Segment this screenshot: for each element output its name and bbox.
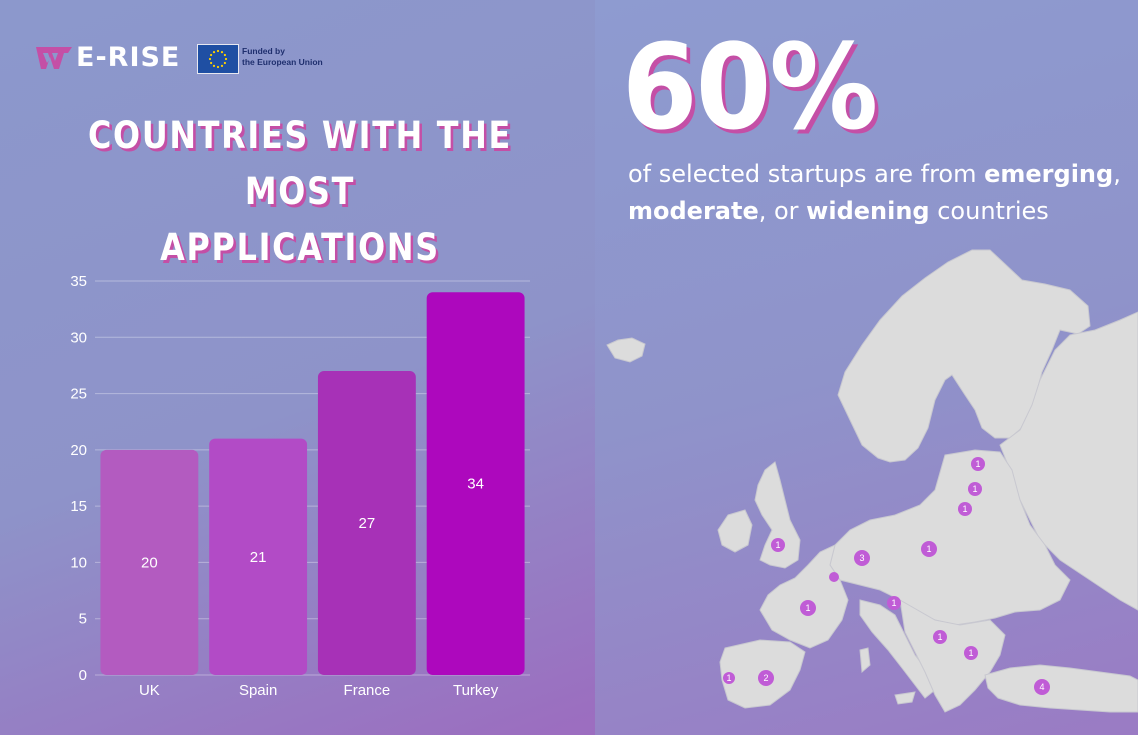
brand-name: E-RISE <box>76 42 181 73</box>
map-marker <box>829 572 839 582</box>
map-marker <box>971 457 985 471</box>
bar-chart: 0 5 10 15 20 25 30 35 20 UK 21 Spain 27 France 34 Turke… <box>70 273 525 699</box>
y-tick-label: 15 <box>70 498 87 515</box>
map-marker <box>800 600 816 616</box>
map-marker <box>964 646 978 660</box>
map-marker-label: 1 <box>775 540 780 550</box>
map-marker <box>921 541 937 557</box>
x-tick-label: France <box>344 682 391 699</box>
eu-line-2: the European Union <box>242 57 323 67</box>
stat-description: of selected startups are from emerging , … <box>628 156 1138 230</box>
y-tick-label: 20 <box>70 442 87 459</box>
stat-text-d: countries <box>929 197 1049 225</box>
map-marker <box>1034 679 1050 695</box>
chart-title-line-1: COUNTRIES WITH THE MOST <box>87 114 513 213</box>
stat-text-b: , <box>1113 160 1121 188</box>
y-tick-label: 25 <box>70 386 87 403</box>
stat-emph-emerging: emerging <box>984 160 1114 188</box>
map-marker-label: 1 <box>975 459 980 469</box>
bar-spain <box>209 438 308 675</box>
europe-landmass <box>606 249 1138 713</box>
stat-emph-moderate: moderate <box>628 197 759 225</box>
map-marker-label: 1 <box>962 504 967 514</box>
y-tick-label: 30 <box>70 329 87 346</box>
bar-value-label: 20 <box>141 554 158 571</box>
map-marker <box>933 630 947 644</box>
stat-value: 60% <box>622 18 878 156</box>
map-marker-label: 1 <box>926 544 931 554</box>
map-marker <box>887 596 901 610</box>
map-marker <box>968 482 982 496</box>
chart-title: COUNTRIES WITH THE MOST APPLICATIONS <box>59 108 541 276</box>
map-marker <box>771 538 785 552</box>
bar-value-label: 34 <box>467 476 484 493</box>
map-marker-label: 1 <box>937 632 942 642</box>
map-marker-label: 4 <box>1039 682 1044 692</box>
stat-text-a: of selected startups are from <box>628 160 985 188</box>
bar-value-label: 21 <box>250 549 267 566</box>
map-marker-label: 1 <box>726 673 731 683</box>
bar-france <box>317 371 416 675</box>
map-marker <box>854 550 870 566</box>
bar-turkey <box>426 292 525 675</box>
map-marker <box>723 672 735 684</box>
stat-text-c: , or <box>758 197 807 225</box>
map-marker <box>958 502 972 516</box>
eu-line-1: Funded by <box>242 46 285 56</box>
map-marker <box>758 670 774 686</box>
map-marker-label: 1 <box>968 648 973 658</box>
y-tick-label: 0 <box>79 667 87 684</box>
map-marker-label: 1 <box>891 598 896 608</box>
x-tick-label: Spain <box>239 682 277 699</box>
eu-flag-icon <box>197 44 239 74</box>
map-marker-label: 1 <box>805 603 810 613</box>
y-tick-label: 5 <box>79 611 87 628</box>
stat-emph-widening: widening <box>806 197 930 225</box>
x-tick-label: UK <box>139 682 160 699</box>
bar-value-label: 27 <box>359 515 376 532</box>
y-tick-label: 10 <box>70 554 87 571</box>
y-tick-label: 35 <box>70 273 87 290</box>
map-marker-label: 2 <box>763 673 768 683</box>
map-marker-label: 1 <box>972 484 977 494</box>
x-tick-label: Turkey <box>453 682 499 699</box>
eu-funding-text: Funded by the European Union <box>242 46 323 68</box>
map-marker-label: 3 <box>859 553 864 563</box>
brand-logo: E-RISE <box>34 42 180 73</box>
chart-title-line-2: APPLICATIONS <box>160 226 440 269</box>
bar-uk <box>100 449 199 675</box>
erise-logo-icon <box>36 46 72 69</box>
